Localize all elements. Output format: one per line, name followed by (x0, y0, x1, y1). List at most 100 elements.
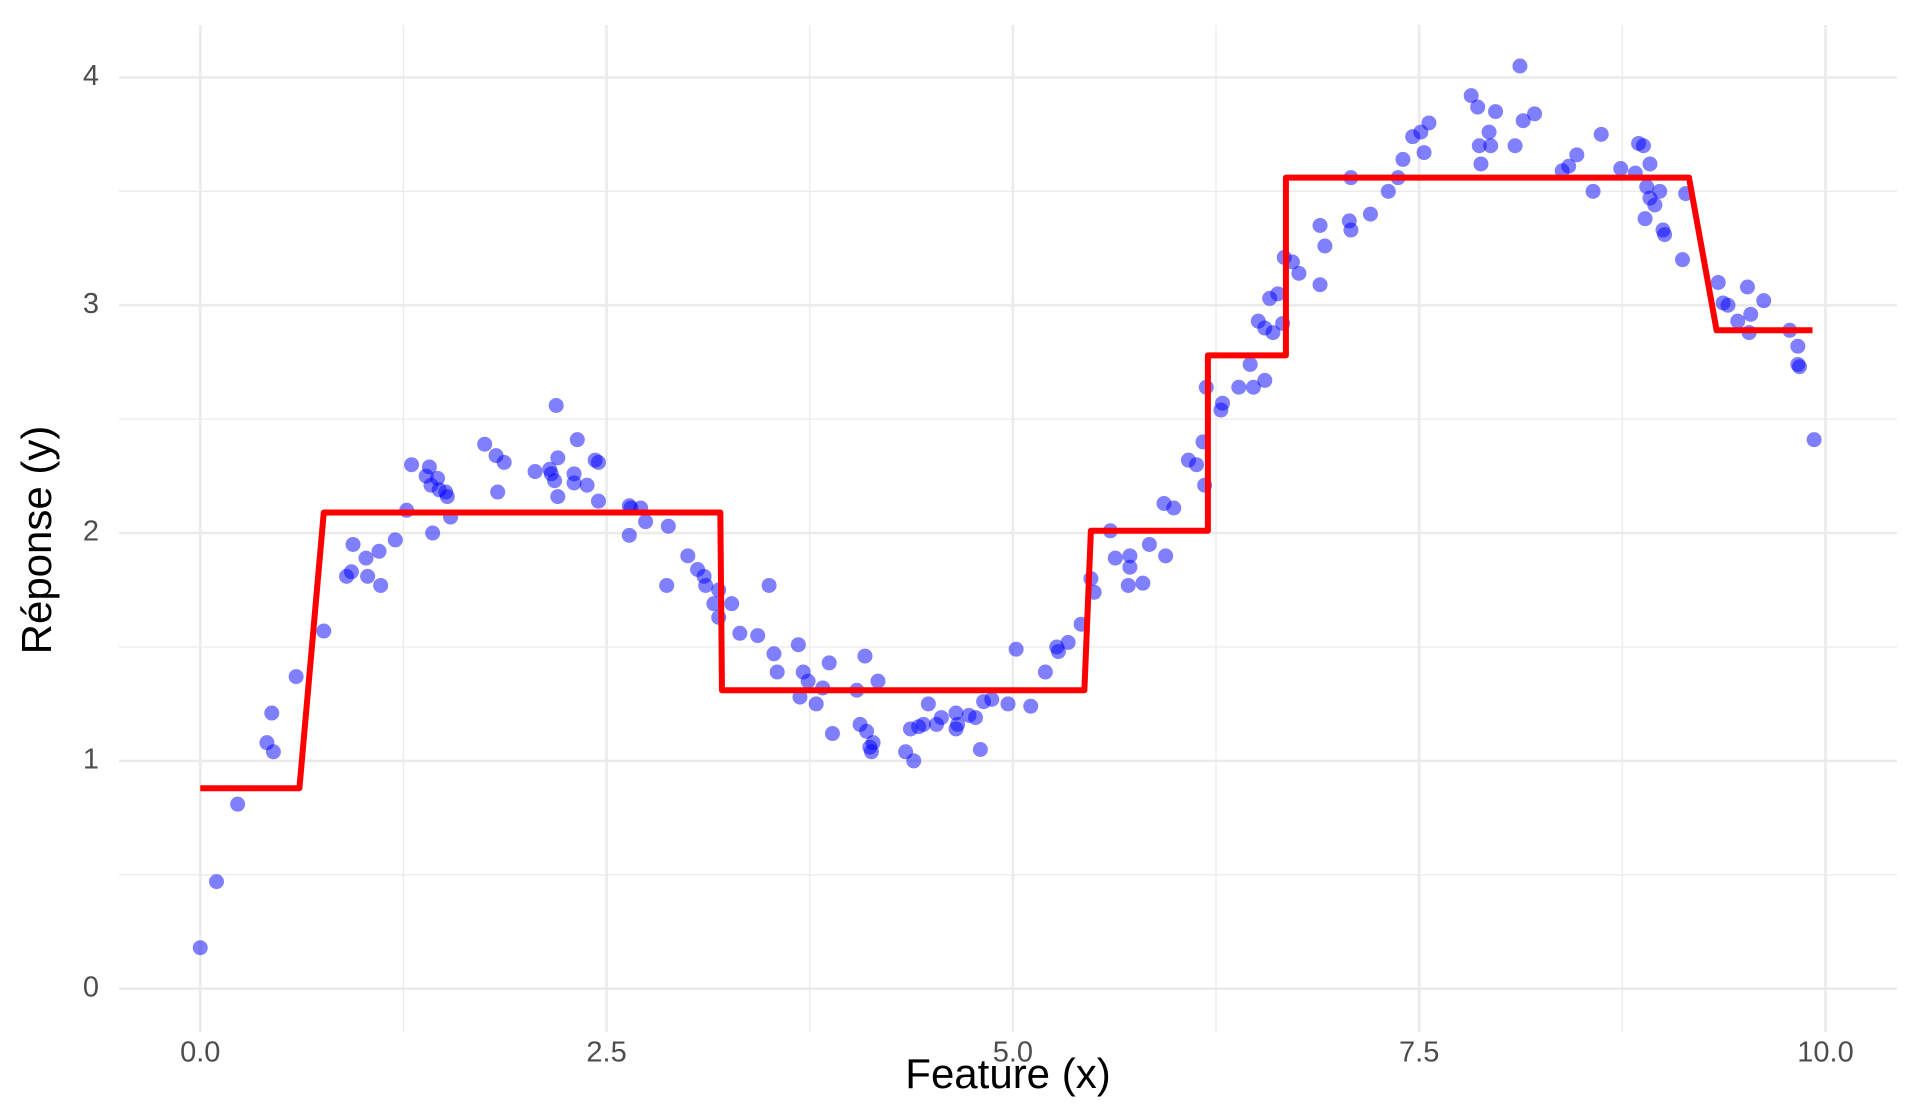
point (1463, 88, 1479, 104)
point (264, 705, 280, 721)
point (732, 625, 748, 641)
point (865, 735, 881, 751)
point (1215, 395, 1231, 411)
point (1635, 138, 1651, 154)
point (967, 710, 983, 726)
point (857, 648, 873, 664)
point (373, 577, 389, 593)
point (387, 532, 403, 548)
point (343, 564, 359, 580)
point (1060, 634, 1076, 650)
point (490, 484, 506, 500)
point (569, 432, 585, 448)
point (316, 623, 332, 639)
point (1312, 217, 1328, 233)
point (1647, 197, 1663, 213)
point (870, 673, 886, 689)
point (1141, 536, 1157, 552)
point (750, 628, 766, 644)
point (1710, 274, 1726, 290)
point (761, 577, 777, 593)
point (766, 646, 782, 662)
point (1806, 432, 1822, 448)
x-tick-label: 7.5 (1399, 1037, 1439, 1069)
point (547, 473, 563, 489)
point (1561, 158, 1577, 174)
point (1257, 372, 1273, 388)
point (1000, 696, 1016, 712)
point (1739, 279, 1755, 295)
point (288, 669, 304, 685)
point (1593, 126, 1609, 142)
y-tick-label: 0 (83, 971, 99, 1003)
point (1312, 277, 1328, 293)
point (477, 436, 493, 452)
point (1674, 252, 1690, 268)
point (769, 664, 785, 680)
point (566, 475, 582, 491)
y-tick-label: 4 (83, 60, 99, 92)
point (1158, 548, 1174, 564)
point (1730, 313, 1746, 329)
point (1652, 183, 1668, 199)
point (345, 536, 361, 552)
point (706, 596, 722, 612)
point (698, 577, 714, 593)
point (265, 744, 281, 760)
x-tick-label: 10.0 (1797, 1037, 1853, 1069)
point (948, 705, 964, 721)
point (660, 518, 676, 534)
x-tick-label: 0.0 (180, 1037, 220, 1069)
point (1023, 698, 1039, 714)
point (1639, 179, 1655, 195)
point (621, 527, 637, 543)
point (724, 596, 740, 612)
point (1790, 338, 1806, 354)
point (1470, 99, 1486, 115)
x-axis-title: Feature (x) (905, 1050, 1110, 1097)
point (1416, 145, 1432, 161)
point (950, 716, 966, 732)
point (680, 548, 696, 564)
point (808, 696, 824, 712)
point (1613, 161, 1629, 177)
point (1483, 138, 1499, 154)
point (430, 470, 446, 486)
point (638, 514, 654, 530)
point (439, 489, 455, 505)
point (659, 577, 675, 593)
point (1527, 106, 1543, 122)
point (1657, 227, 1673, 243)
point (1421, 115, 1437, 131)
point (192, 940, 208, 956)
point (1189, 457, 1205, 473)
point (792, 689, 808, 705)
point (550, 450, 566, 466)
point (1720, 297, 1736, 313)
point (590, 454, 606, 470)
point (920, 696, 936, 712)
point (915, 716, 931, 732)
point (824, 726, 840, 742)
point (579, 477, 595, 493)
point (1488, 104, 1504, 120)
y-tick-label: 3 (83, 288, 99, 320)
point (590, 493, 606, 509)
point (1242, 356, 1258, 372)
x-tick-label: 2.5 (586, 1037, 626, 1069)
x-tick-label: 5.0 (993, 1037, 1033, 1069)
point (1515, 113, 1531, 129)
point (1265, 325, 1281, 341)
point (1791, 359, 1807, 375)
point (360, 568, 376, 584)
point (1507, 138, 1523, 154)
point (1471, 138, 1487, 154)
point (1270, 286, 1286, 302)
point (1037, 664, 1053, 680)
point (933, 710, 949, 726)
y-axis-title: Réponse (y) (13, 426, 60, 655)
point (800, 673, 816, 689)
point (1231, 379, 1247, 395)
point (1122, 559, 1138, 575)
